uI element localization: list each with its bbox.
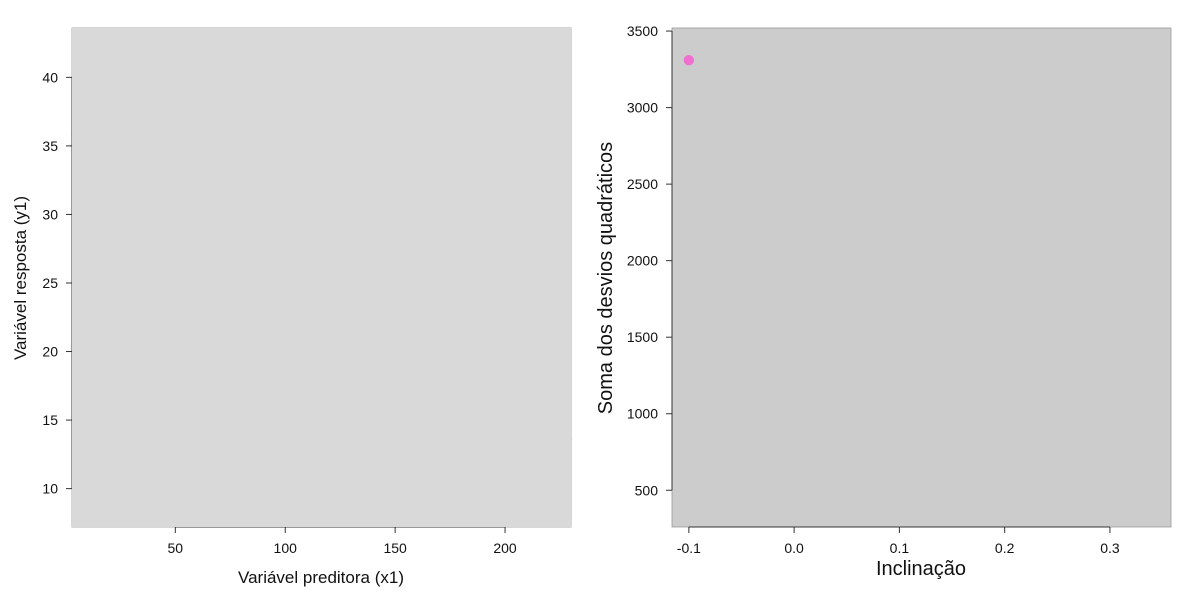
y-tick-label-left: 30 <box>42 206 58 222</box>
x-tick-label-right: 0.2 <box>995 540 1015 556</box>
plot-background-left <box>72 28 571 527</box>
y-tick-label-left: 40 <box>42 69 58 85</box>
y-tick-label-left: 25 <box>42 275 58 291</box>
sse-points <box>683 54 695 66</box>
y-tick-label-right: 1500 <box>627 329 658 345</box>
x-tick-label-left: 150 <box>383 540 407 556</box>
axes-right: 500 1000 1500 2000 2500 3000 3500 -0.1 0.0 0.1 0.2… <box>627 23 1120 556</box>
y-tick-label-left: 20 <box>42 344 58 360</box>
y-tick-label-right: 2500 <box>627 176 658 192</box>
sse-point <box>683 54 695 66</box>
y-axis-title-left: Variável resposta (y1) <box>11 196 30 360</box>
y-axis-title-right: Soma dos desvios quadráticos <box>595 142 617 414</box>
y-tick-label-right: 3500 <box>627 23 658 39</box>
x-tick-label-left: 50 <box>168 540 184 556</box>
y-tick-label-right: 1000 <box>627 406 658 422</box>
y-tick-label-right: 2000 <box>627 253 658 269</box>
y-tick-label-left: 35 <box>42 138 58 154</box>
x-tick-label-right: -0.1 <box>677 540 701 556</box>
x-tick-label-right: 0.1 <box>890 540 910 556</box>
y-tick-label-left: 15 <box>42 412 58 428</box>
x-axis-title-left: Variável preditora (x1) <box>238 568 404 587</box>
y-tick-label-right: 3000 <box>627 100 658 116</box>
x-tick-label-right: 0.3 <box>1100 540 1120 556</box>
y-tick-label-right: 500 <box>635 482 659 498</box>
x-axis-title-right: Inclinação <box>876 558 966 580</box>
x-tick-label-right: 0.0 <box>784 540 804 556</box>
regression-plot: 10 15 20 25 30 35 40 50 100 150 200 Variável predi… <box>11 27 572 587</box>
sse-plot: 500 1000 1500 2000 2500 3000 3500 -0.1 0.0 0.1 0.2… <box>595 23 1172 580</box>
x-tick-label-left: 100 <box>274 540 298 556</box>
x-tick-label-left: 200 <box>493 540 517 556</box>
plot-area-right <box>671 27 1172 528</box>
y-tick-label-left: 10 <box>42 481 58 497</box>
